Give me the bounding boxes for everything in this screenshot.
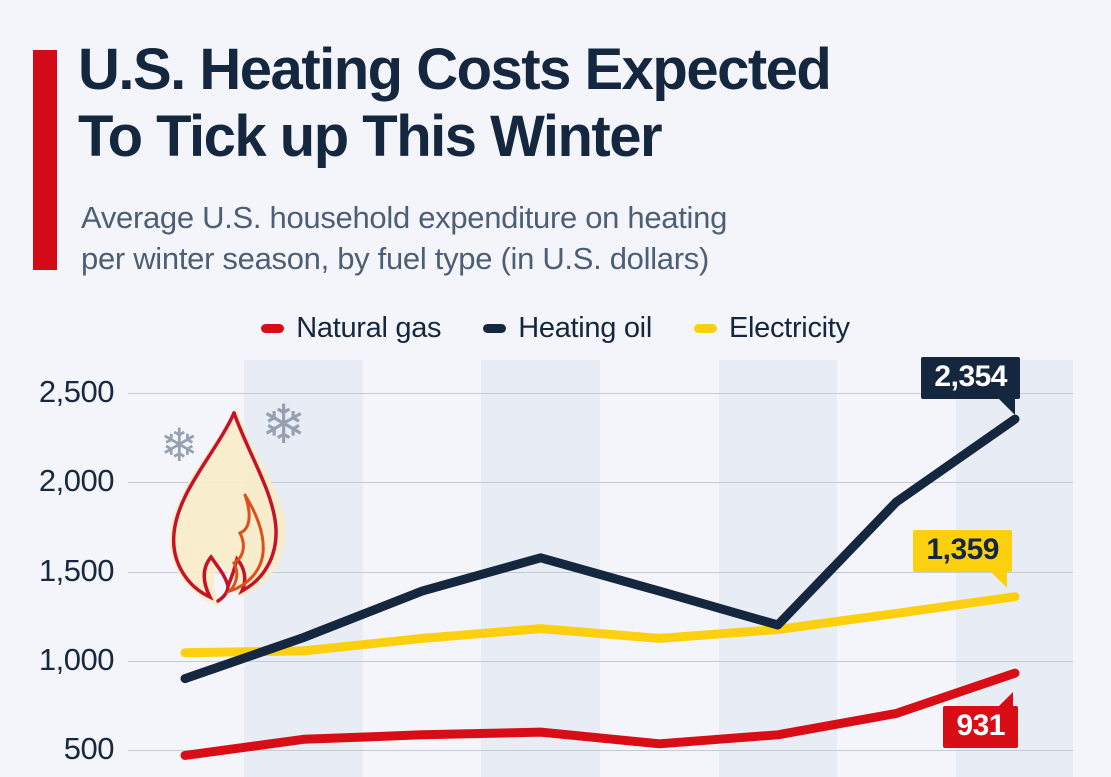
- legend-item-electricity: Electricity: [693, 312, 850, 345]
- chart-subtitle: Average U.S. household expenditure on he…: [81, 197, 727, 279]
- line-natural-gas: [180, 668, 1020, 760]
- gridline: [128, 393, 1073, 394]
- line-electricity: [180, 592, 1020, 658]
- heating-oil-swatch-icon: [483, 324, 507, 333]
- y-axis-label: 2,500: [38, 374, 115, 409]
- title-line-2: To Tick up This Winter: [78, 104, 663, 169]
- legend-item-heating-oil: Heating oil: [483, 312, 652, 345]
- gridline: [128, 750, 1073, 751]
- legend-label: Heating oil: [518, 312, 652, 344]
- flame-icon: [169, 407, 287, 607]
- y-axis-label: 1,500: [38, 552, 115, 588]
- y-axis-label: 2,000: [38, 463, 115, 499]
- value-tag-electricity: 1,359: [913, 529, 1012, 588]
- plot-band: [362, 360, 482, 777]
- electricity-swatch-icon: [693, 324, 717, 333]
- natural-gas-swatch-icon: [261, 324, 285, 333]
- subtitle-line-2: per winter season, by fuel type (in U.S.…: [81, 241, 709, 276]
- line-heating-oil: [180, 414, 1020, 684]
- legend-label: Electricity: [728, 312, 850, 344]
- title-line-1: U.S. Heating Costs Expected: [78, 37, 832, 102]
- value-tag-natural-gas: 931: [943, 691, 1018, 749]
- subtitle-line-1: Average U.S. household expenditure on he…: [81, 200, 728, 235]
- plot-band: [599, 360, 719, 777]
- chart-legend: Natural gas Heating oil Electricity: [0, 312, 1111, 345]
- page-title: U.S. Heating Costs Expected To Tick up T…: [78, 36, 832, 170]
- y-axis-label: 1,000: [38, 641, 115, 677]
- snowflake-icon: ❄: [261, 393, 307, 456]
- y-axis-label: 500: [63, 731, 115, 766]
- legend-label: Natural gas: [296, 312, 442, 344]
- value-tag-heating-oil: 2,354: [921, 357, 1020, 416]
- plot-band: [718, 360, 838, 777]
- snowflake-icon: ❄: [160, 418, 199, 472]
- legend-item-natural-gas: Natural gas: [261, 312, 442, 345]
- accent-bar: [33, 50, 57, 270]
- gridline: [128, 482, 1073, 484]
- gridline: [128, 660, 1073, 662]
